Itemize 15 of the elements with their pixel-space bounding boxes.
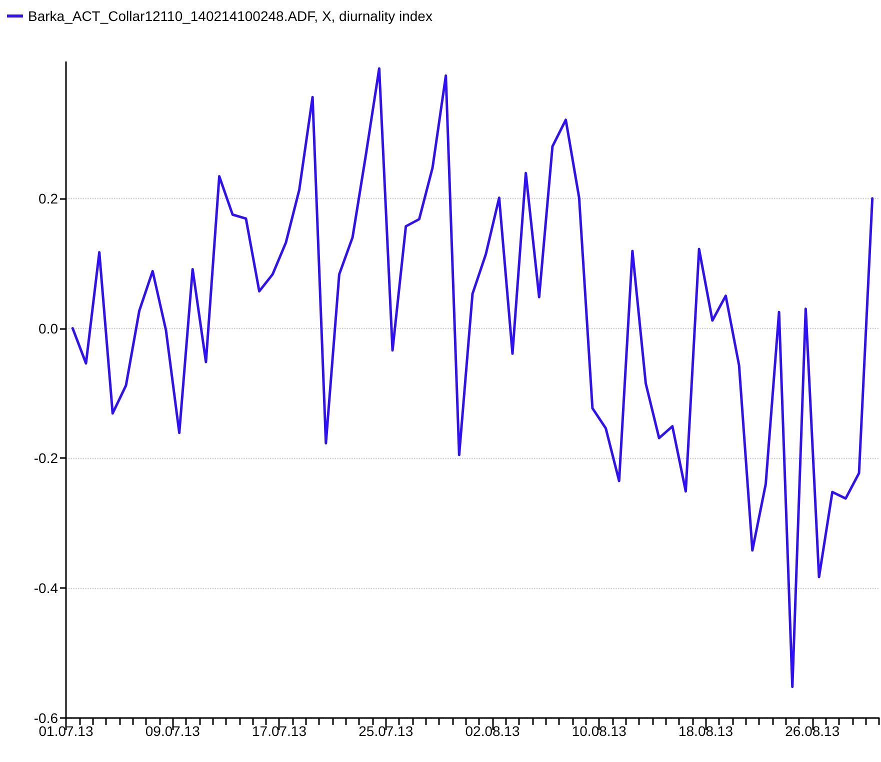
x-tick-label: 17.07.13 xyxy=(252,723,307,739)
y-tick-label: -0.4 xyxy=(34,580,58,596)
legend-label: Barka_ACT_Collar12110_140214100248.ADF, X, diurnality index xyxy=(28,8,432,24)
x-tick-label: 25.07.13 xyxy=(358,723,414,739)
y-tick-label: -0.6 xyxy=(34,710,58,726)
x-tick-label: 18.08.13 xyxy=(678,723,734,739)
y-tick-label: 0.2 xyxy=(38,190,58,206)
line-series xyxy=(71,67,874,688)
x-tick-label: 02.08.13 xyxy=(465,723,520,739)
y-tick-label: -0.2 xyxy=(34,450,58,466)
x-tick-label: 10.08.13 xyxy=(572,723,627,739)
x-tick-label: 26.08.13 xyxy=(785,723,840,739)
y-tick-label: 0.0 xyxy=(38,320,58,336)
x-tick-label: 01.07.13 xyxy=(38,723,94,739)
x-tick-label: 09.07.13 xyxy=(145,723,200,739)
